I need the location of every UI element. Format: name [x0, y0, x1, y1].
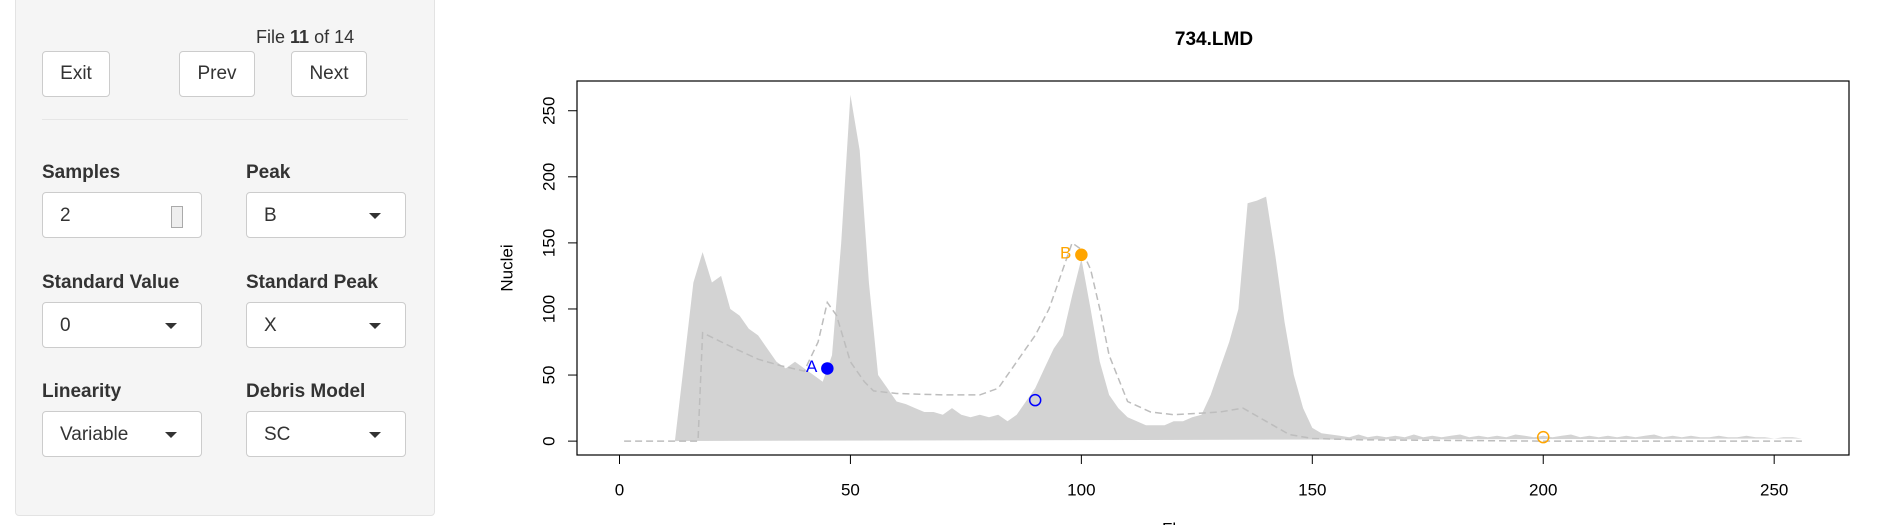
plot-frame	[576, 80, 1850, 456]
peak-label: A	[806, 357, 818, 376]
peak-point	[821, 362, 834, 375]
number-input[interactable]: 2	[42, 192, 202, 238]
field-value: Variable	[60, 424, 129, 445]
dropdown-caret	[369, 432, 381, 438]
field-label: Standard Peak	[246, 272, 378, 293]
field-value: SC	[264, 424, 291, 445]
spinner[interactable]	[171, 206, 183, 228]
y-axis-label: Nuclei	[497, 244, 516, 291]
file-prefix: File	[256, 27, 286, 47]
x-tick-label: 250	[1760, 480, 1788, 499]
file-suffix: of 14	[314, 27, 355, 47]
y-tick-label: 100	[539, 295, 558, 323]
x-axis-label: Fluorescence	[1162, 519, 1264, 525]
initial-point	[1028, 393, 1042, 407]
field-label: Linearity	[42, 381, 122, 402]
field-label: Samples	[42, 162, 121, 183]
initial-point	[1536, 430, 1550, 444]
field-label: Peak	[246, 162, 291, 183]
x-tick-label: 50	[841, 480, 860, 499]
y-tick-label: 50	[539, 366, 558, 385]
dropdown-caret	[165, 323, 177, 329]
field-value: X	[264, 315, 277, 336]
x-tick-label: 100	[1067, 480, 1095, 499]
field-value: 2	[60, 205, 71, 226]
y-tick-label: 150	[539, 229, 558, 257]
select-input[interactable]: SC	[246, 411, 406, 457]
select-input[interactable]: B	[246, 192, 406, 238]
field-value: 0	[60, 315, 71, 336]
field-label: Debris Model	[246, 381, 366, 402]
select-input[interactable]: X	[246, 302, 406, 348]
file-index: 11	[290, 27, 310, 47]
select-input[interactable]: Variable	[42, 411, 202, 457]
select-input[interactable]: 0	[42, 302, 202, 348]
dropdown-caret	[369, 213, 381, 219]
field-value: B	[264, 205, 277, 226]
histogram-area	[619, 94, 1802, 442]
dropdown-caret	[165, 432, 177, 438]
chart-title: 734.LMD	[1175, 29, 1253, 50]
sidebar: File 11 of 14 Exit Prev Next Samples 2 Pea…	[15, 0, 435, 516]
dropdown-caret	[369, 323, 381, 329]
prev-button[interactable]: Prev	[179, 51, 255, 97]
x-tick-label: 200	[1529, 480, 1557, 499]
y-tick-label: 200	[539, 163, 558, 191]
next-button[interactable]: Next	[291, 51, 367, 97]
exit-button[interactable]: Exit	[42, 51, 110, 97]
file-counter: File 11 of 14	[256, 27, 354, 48]
x-tick-label: 150	[1298, 480, 1326, 499]
peak-point	[1075, 248, 1088, 262]
y-tick-label: 0	[539, 436, 558, 445]
separator	[42, 119, 408, 120]
peak-label: B	[1060, 243, 1071, 262]
y-tick-label: 250	[539, 97, 558, 125]
field-label: Standard Value	[42, 272, 180, 293]
x-tick-label: 0	[615, 480, 624, 499]
